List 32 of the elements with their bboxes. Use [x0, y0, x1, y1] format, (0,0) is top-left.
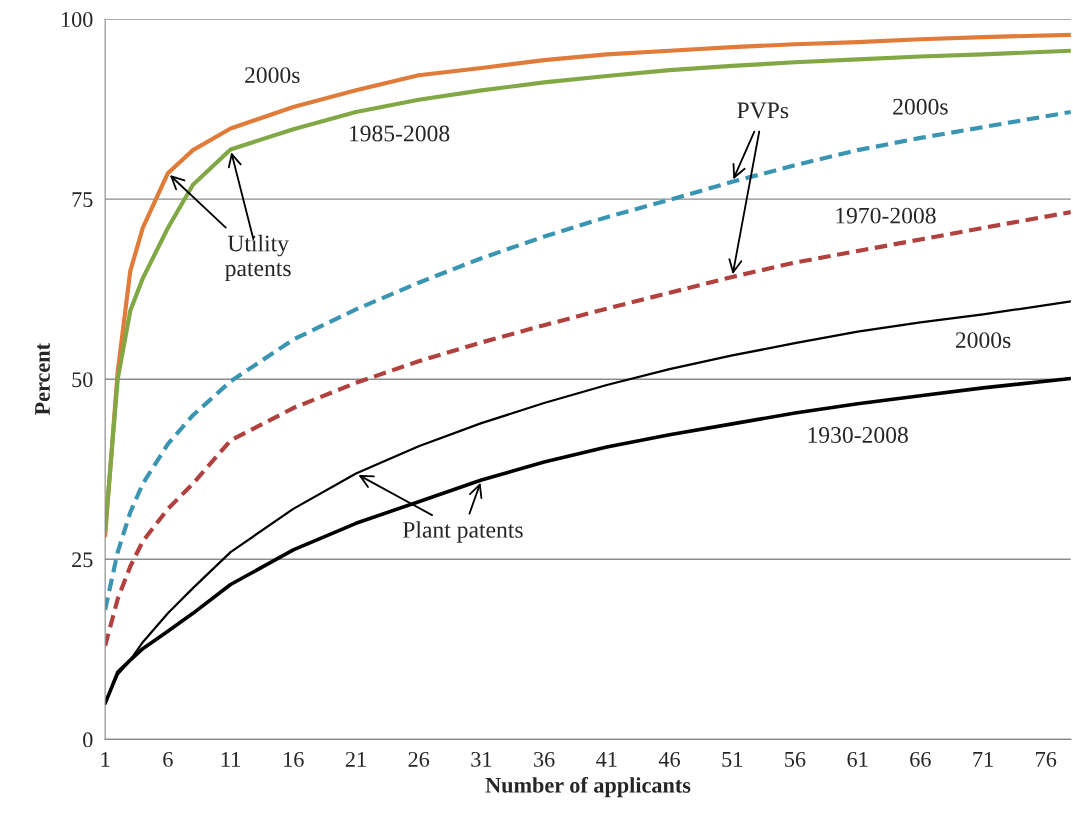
y-tick-label: 100: [61, 11, 93, 27]
series-label: 2000s: [955, 332, 1011, 349]
annotation: Utility patents: [225, 234, 291, 282]
series-label: 1985-2008: [349, 125, 450, 142]
y-tick-label: 75: [72, 192, 93, 208]
x-tick-label: 6: [163, 751, 173, 767]
y-tick-label: 0: [83, 732, 93, 748]
x-tick-label: 66: [910, 751, 931, 767]
x-tick-label: 36: [534, 751, 555, 767]
series-label: 2000s: [245, 67, 300, 84]
x-tick-label: 56: [785, 751, 806, 767]
series-label: 1970-2008: [836, 207, 936, 224]
x-tick-label: 21: [345, 751, 366, 767]
x-tick-label: 26: [408, 751, 430, 767]
series-label: 2000s: [893, 98, 948, 115]
series-label: 1930-2008: [808, 427, 908, 443]
x-tick-label: 31: [471, 751, 492, 767]
y-tick-label: 50: [72, 372, 93, 388]
x-tick-label: 1: [101, 751, 110, 767]
y-tick-label: 25: [72, 552, 93, 568]
x-tick-label: 51: [722, 751, 743, 767]
x-tick-label: 61: [847, 751, 868, 767]
annotation: PVPs: [737, 102, 789, 119]
x-axis-title: Number of applicants: [485, 776, 691, 798]
x-tick-label: 46: [658, 751, 680, 767]
annotation: Plant patents: [402, 521, 523, 543]
y-axis-title: Percent: [35, 343, 50, 416]
x-tick-label: 71: [973, 751, 993, 767]
x-tick-label: 41: [596, 751, 617, 767]
x-tick-label: 16: [284, 751, 304, 767]
x-tick-label: 76: [1036, 751, 1057, 767]
x-tick-label: 11: [221, 751, 240, 767]
